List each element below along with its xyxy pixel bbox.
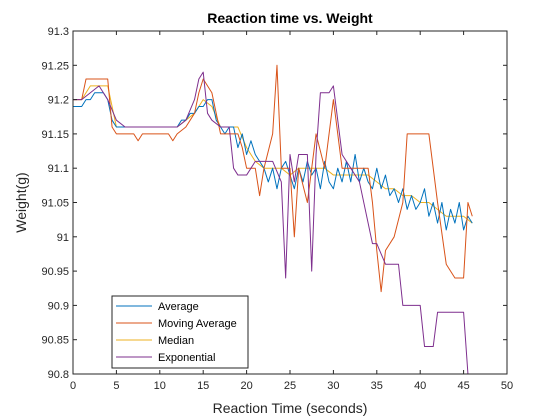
x-tick-label: 10 bbox=[154, 380, 166, 392]
legend-label: Exponential bbox=[158, 352, 216, 364]
axes-layer: 0 5 10 15 20 25 30 35 40 45 50 90.8 90.85 90.9 90.95 91… bbox=[41, 26, 513, 392]
legend-label: Moving Average bbox=[158, 318, 237, 330]
y-tick-label: 91.3 bbox=[48, 26, 69, 38]
series-line-exponential bbox=[73, 71, 473, 375]
chart-title: Reaction time vs. Weight bbox=[207, 10, 373, 26]
x-axis-label: Reaction Time (seconds) bbox=[213, 400, 368, 416]
legend-label: Average bbox=[158, 301, 199, 313]
x-tick-label: 30 bbox=[327, 380, 339, 392]
x-tick-label: 25 bbox=[284, 380, 296, 392]
legend-label: Median bbox=[158, 335, 194, 347]
x-tick-label: 40 bbox=[414, 380, 426, 392]
y-tick-label: 90.8 bbox=[48, 369, 69, 381]
y-tick-label: 91 bbox=[57, 232, 69, 244]
y-tick-label: 90.9 bbox=[48, 300, 69, 312]
y-tick-label: 91.25 bbox=[41, 60, 69, 72]
x-tick-label: 45 bbox=[457, 380, 469, 392]
y-tick-label: 91.15 bbox=[41, 129, 69, 141]
y-tick-label: 90.85 bbox=[41, 335, 69, 347]
legend: Average Moving Average Median Exponential bbox=[111, 295, 249, 369]
y-tick-label: 91.1 bbox=[48, 163, 69, 175]
x-tick-label: 35 bbox=[371, 380, 383, 392]
x-tick-label: 5 bbox=[113, 380, 119, 392]
x-tick-label: 0 bbox=[70, 380, 76, 392]
x-tick-label: 20 bbox=[240, 380, 252, 392]
x-tick-label: 15 bbox=[197, 380, 209, 392]
y-tick-label: 90.95 bbox=[41, 266, 69, 278]
legend-box bbox=[111, 295, 249, 369]
y-tick-label: 91.2 bbox=[48, 95, 69, 107]
series-layer bbox=[73, 64, 473, 375]
series-line-moving-average bbox=[73, 64, 473, 293]
x-tick-label: 50 bbox=[501, 380, 513, 392]
y-tick-label: 91.05 bbox=[41, 198, 69, 210]
y-axis-label: Weight(g) bbox=[13, 172, 29, 232]
